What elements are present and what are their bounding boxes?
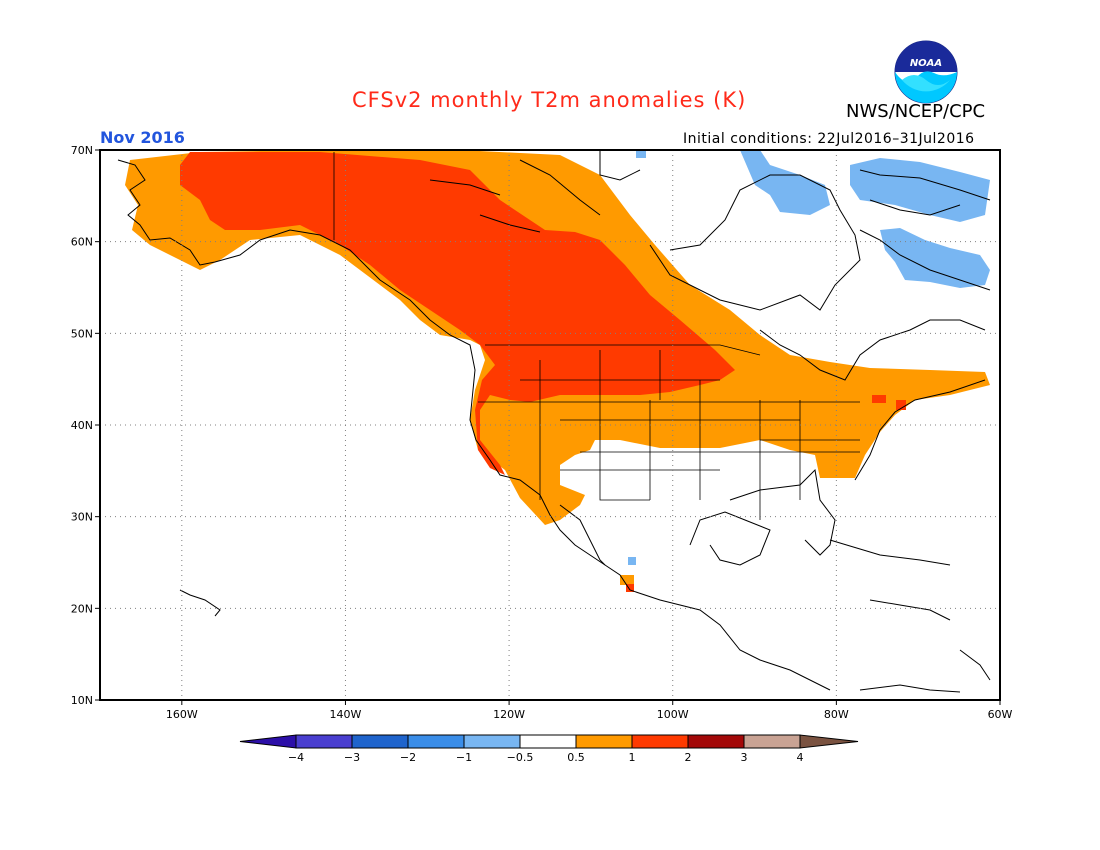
lat-label: 60N — [71, 236, 93, 249]
colorbar-label: −2 — [400, 751, 416, 764]
initial-conditions-label: Initial conditions: 22Jul2016–31Jul2016 — [683, 131, 975, 147]
colorbar-arrow-high — [799, 734, 859, 749]
colorbar-labels: −4 −3 −2 −1 −0.5 0.5 1 2 3 4 — [288, 751, 804, 764]
latitude-labels: 70N 60N 50N 40N 30N 20N 10N — [71, 144, 100, 707]
colorbar-segment — [407, 734, 465, 749]
colorbar-segment — [687, 734, 745, 749]
lat-label: 30N — [71, 511, 93, 524]
lat-label: 40N — [71, 419, 93, 432]
colorbar-segment — [351, 734, 409, 749]
colorbar-label: 1 — [629, 751, 636, 764]
lat-label: 50N — [71, 327, 93, 340]
colorbar-label: 0.5 — [567, 751, 585, 764]
colorbar-label: 3 — [741, 751, 748, 764]
chart-title: CFSv2 monthly T2m anomalies (K) — [352, 88, 747, 112]
colorbar-label: −4 — [288, 751, 304, 764]
noaa-logo: NOAA — [894, 40, 958, 104]
lon-label: 160W — [166, 708, 198, 721]
colorbar-label: 4 — [797, 751, 804, 764]
valid-month-label: Nov 2016 — [100, 128, 185, 147]
colorbar-segment — [631, 734, 689, 749]
colorbar-segment — [743, 734, 801, 749]
lon-label: 140W — [330, 708, 362, 721]
colorbar-segment — [295, 734, 353, 749]
colorbar-segment — [519, 734, 577, 749]
lon-label: 60W — [988, 708, 1013, 721]
colorbar-arrow-low — [239, 734, 297, 749]
lon-label: 120W — [493, 708, 525, 721]
lat-label: 20N — [71, 602, 93, 615]
colorbar-segment — [575, 734, 633, 749]
colorbar-label: −1 — [456, 751, 472, 764]
colorbar-label: −0.5 — [507, 751, 534, 764]
lat-lon-grid — [100, 150, 1000, 700]
colorbar — [239, 734, 859, 749]
noaa-logo-text: NOAA — [910, 58, 942, 69]
colorbar-label: −3 — [344, 751, 360, 764]
lat-label: 70N — [71, 144, 93, 157]
lat-label: 10N — [71, 694, 93, 707]
anomaly-shading-red — [180, 152, 906, 592]
lon-label: 100W — [657, 708, 689, 721]
colorbar-label: 2 — [685, 751, 692, 764]
agency-label: NWS/NCEP/CPC — [846, 101, 986, 122]
lon-label: 80W — [824, 708, 849, 721]
longitude-labels: 160W 140W 120W 100W 80W 60W — [166, 700, 1013, 721]
political-boundaries — [333, 152, 860, 520]
colorbar-segment — [463, 734, 521, 749]
anomaly-shading-blue — [628, 150, 990, 565]
coastlines — [117, 150, 991, 693]
